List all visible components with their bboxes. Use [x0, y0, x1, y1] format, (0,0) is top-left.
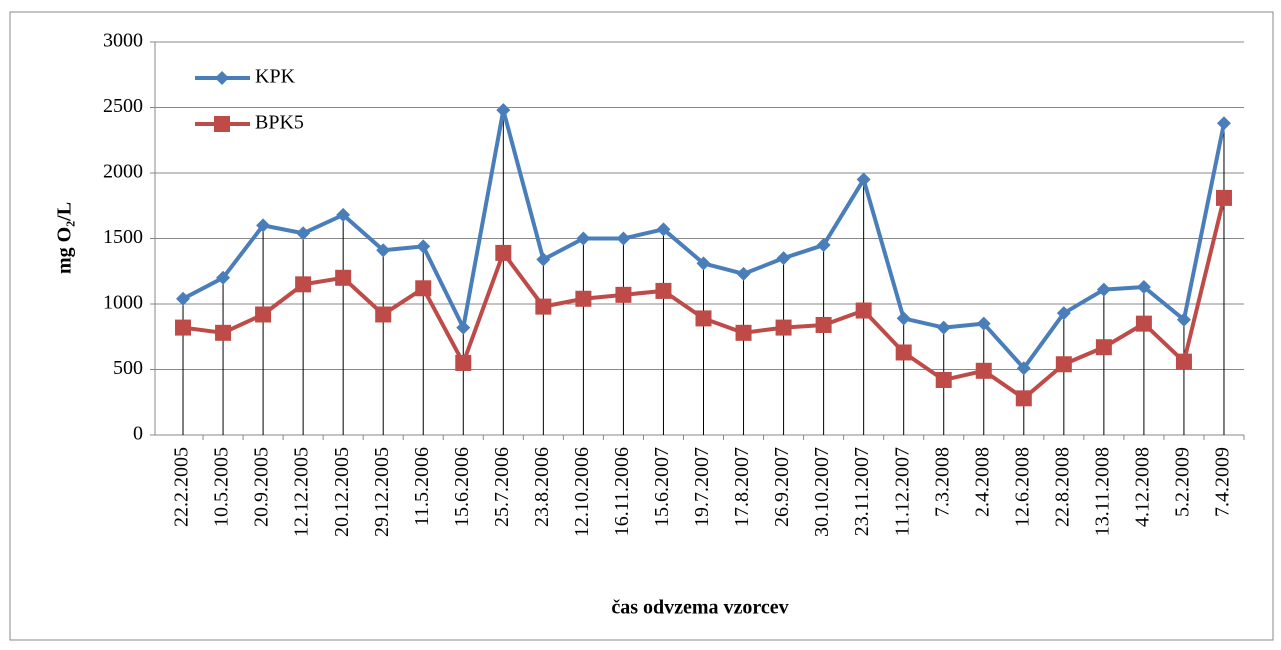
x-tick-label: 29.12.2005	[371, 447, 393, 537]
x-tick-label: 22.8.2008	[1051, 447, 1073, 527]
marker	[1015, 390, 1032, 407]
y-tick-label: 1500	[103, 226, 143, 248]
y-tick-label: 500	[113, 357, 143, 379]
x-axis-title: čas odvzema vzorcev	[611, 597, 788, 619]
y-tick-label: 0	[133, 423, 143, 445]
x-tick-label: 7.4.2009	[1212, 447, 1234, 517]
x-tick-label: 2.4.2008	[971, 447, 993, 517]
marker	[775, 319, 792, 336]
marker	[816, 238, 831, 253]
y-tick-label: 2000	[103, 161, 143, 183]
marker	[1096, 282, 1111, 297]
marker	[1056, 306, 1071, 321]
x-tick-label: 23.8.2006	[531, 447, 553, 527]
marker	[1216, 116, 1231, 131]
x-tick-label: 23.11.2007	[851, 447, 873, 536]
marker	[696, 256, 711, 271]
x-tick-label: 25.7.2006	[491, 447, 513, 527]
marker	[214, 116, 230, 132]
marker	[176, 291, 191, 306]
x-tick-label: 11.12.2007	[891, 447, 913, 536]
marker	[576, 231, 591, 246]
y-tick-label: 1000	[103, 292, 143, 314]
marker	[1175, 353, 1192, 370]
x-tick-label: 12.6.2008	[1011, 447, 1033, 527]
x-tick-label: 11.5.2006	[411, 447, 433, 526]
x-tick-label: 22.2.2005	[171, 447, 193, 527]
marker	[896, 311, 911, 326]
marker	[1016, 361, 1031, 376]
legend-label: BPK5	[255, 112, 304, 134]
marker	[1176, 312, 1191, 327]
marker	[735, 324, 752, 341]
marker	[935, 371, 952, 388]
x-tick-label: 12.10.2006	[571, 447, 593, 537]
marker	[776, 251, 791, 266]
y-axis-title: mg O₂/L	[54, 202, 76, 274]
marker	[1135, 315, 1152, 332]
marker	[535, 298, 552, 315]
marker	[416, 239, 431, 254]
marker	[1055, 356, 1072, 373]
marker	[976, 316, 991, 331]
marker	[295, 276, 312, 293]
marker	[536, 252, 551, 267]
x-tick-label: 20.12.2005	[331, 447, 353, 537]
marker	[856, 172, 871, 187]
marker	[695, 310, 712, 327]
y-tick-label: 2500	[103, 95, 143, 117]
marker	[335, 269, 352, 286]
marker	[496, 103, 511, 118]
marker	[376, 243, 391, 258]
x-tick-label: 5.2.2009	[1172, 447, 1194, 517]
marker	[575, 290, 592, 307]
marker	[495, 244, 512, 261]
x-tick-label: 13.11.2008	[1091, 447, 1113, 536]
legend-label: KPK	[255, 66, 296, 88]
marker	[215, 71, 229, 85]
marker	[216, 270, 231, 285]
marker	[1215, 189, 1232, 206]
marker	[855, 302, 872, 319]
x-tick-label: 30.10.2007	[811, 447, 833, 537]
marker	[1095, 339, 1112, 356]
marker	[895, 344, 912, 361]
marker	[256, 218, 271, 233]
x-tick-label: 26.9.2007	[771, 447, 793, 527]
marker	[736, 266, 751, 281]
x-tick-label: 12.12.2005	[291, 447, 313, 537]
marker	[1136, 279, 1151, 294]
x-tick-label: 15.6.2006	[451, 447, 473, 527]
marker	[215, 324, 232, 341]
marker	[656, 222, 671, 237]
marker	[336, 207, 351, 222]
marker	[415, 280, 432, 297]
marker	[975, 362, 992, 379]
marker	[455, 354, 472, 371]
chart-frame	[9, 11, 1274, 641]
marker	[456, 320, 471, 335]
x-tick-label: 16.11.2006	[611, 447, 633, 536]
x-tick-label: 20.9.2005	[251, 447, 273, 527]
x-tick-label: 7.3.2008	[931, 447, 953, 517]
marker	[255, 306, 272, 323]
marker	[815, 316, 832, 333]
marker	[296, 226, 311, 241]
marker	[936, 320, 951, 335]
marker	[175, 319, 192, 336]
marker	[655, 282, 672, 299]
x-tick-label: 15.6.2007	[651, 447, 673, 527]
x-tick-label: 10.5.2005	[211, 447, 233, 527]
marker	[616, 231, 631, 246]
marker	[375, 306, 392, 323]
x-tick-label: 4.12.2008	[1132, 447, 1154, 527]
x-tick-label: 17.8.2007	[731, 447, 753, 527]
x-tick-label: 19.7.2007	[691, 447, 713, 527]
marker	[615, 286, 632, 303]
y-tick-label: 3000	[103, 30, 143, 52]
